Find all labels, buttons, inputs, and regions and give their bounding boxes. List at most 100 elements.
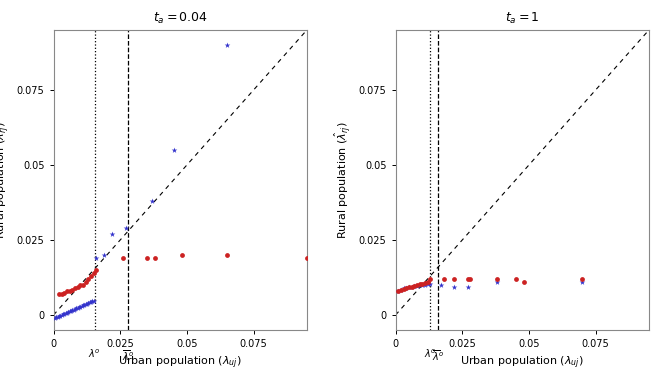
Point (72, 305, 83, 311)
Point (417, 281, 427, 287)
Point (107, 231, 118, 237)
Point (55, 313, 66, 319)
X-axis label: Urban population ($\lambda_{uj}$): Urban population ($\lambda_{uj}$) (460, 355, 584, 371)
Point (401, 285, 411, 291)
Point (419, 280, 430, 286)
Text: $\overline{\lambda}^o$: $\overline{\lambda}^o$ (432, 348, 444, 363)
Point (395, 287, 406, 293)
Point (422, 279, 433, 285)
Point (149, 255, 160, 261)
Point (72, 284, 83, 290)
Title: $t_a = 0.04$: $t_a = 0.04$ (153, 10, 208, 26)
Point (79, 302, 90, 308)
Point (577, 276, 587, 282)
Point (83, 276, 94, 282)
Point (50, 315, 60, 321)
Point (91, 255, 102, 261)
Point (51, 314, 62, 320)
Point (59, 311, 70, 317)
Point (70, 285, 80, 291)
Y-axis label: Rural population ($\hat{\lambda}_{rj}$): Rural population ($\hat{\lambda}_{rj}$) (332, 121, 353, 239)
Point (78, 302, 88, 308)
Y-axis label: Rural population ($\hat{\lambda}_{rj}$): Rural population ($\hat{\lambda}_{rj}$) (0, 121, 11, 239)
Text: $\lambda^o$: $\lambda^o$ (424, 348, 437, 360)
Point (67, 286, 78, 292)
Point (492, 279, 502, 285)
Point (58, 311, 68, 317)
Point (577, 279, 587, 285)
Point (64, 288, 75, 294)
Point (76, 303, 87, 309)
Point (147, 198, 158, 204)
Point (142, 255, 153, 261)
Point (409, 283, 419, 289)
Point (417, 282, 427, 288)
Point (518, 279, 529, 285)
Point (409, 283, 419, 289)
Text: $\lambda^o$: $\lambda^o$ (88, 348, 101, 360)
Point (62, 310, 72, 316)
Point (70, 306, 80, 312)
Point (75, 304, 86, 310)
Point (74, 304, 84, 310)
Point (66, 308, 76, 314)
Point (84, 299, 95, 305)
Point (52, 314, 63, 320)
Point (176, 252, 187, 258)
Point (395, 286, 406, 292)
Point (71, 305, 82, 311)
Point (393, 288, 403, 294)
Point (492, 276, 502, 282)
Title: $t_a = 1$: $t_a = 1$ (505, 10, 540, 26)
Point (56, 291, 67, 297)
Point (411, 283, 422, 289)
Point (80, 279, 91, 285)
Point (406, 284, 417, 290)
Point (99, 252, 110, 258)
Point (398, 286, 409, 292)
Point (449, 284, 460, 290)
Point (436, 282, 446, 288)
Point (425, 281, 436, 287)
Point (63, 309, 74, 315)
Point (221, 42, 232, 48)
Point (78, 282, 88, 288)
Point (59, 290, 70, 296)
Point (465, 276, 476, 282)
Point (398, 285, 409, 291)
Point (60, 310, 71, 316)
Point (88, 298, 99, 304)
Point (120, 225, 131, 231)
Point (438, 276, 449, 282)
Point (87, 298, 98, 304)
Point (91, 267, 102, 273)
Point (403, 284, 414, 290)
Point (82, 301, 92, 307)
Point (118, 255, 128, 261)
Point (510, 276, 521, 282)
Point (88, 270, 99, 276)
Point (80, 301, 91, 307)
Point (422, 281, 433, 287)
Point (75, 282, 86, 288)
Point (302, 255, 312, 261)
Point (414, 281, 425, 287)
Point (168, 147, 179, 153)
X-axis label: Urban population ($\lambda_{uj}$): Urban population ($\lambda_{uj}$) (118, 355, 242, 371)
Point (425, 276, 436, 282)
Point (406, 284, 417, 290)
Point (62, 288, 72, 294)
Point (64, 308, 75, 314)
Point (54, 313, 64, 319)
Point (462, 276, 473, 282)
Point (67, 307, 78, 313)
Point (414, 282, 425, 288)
Point (86, 299, 96, 305)
Point (86, 273, 96, 279)
Point (393, 288, 403, 294)
Point (221, 252, 232, 258)
Text: $\overline{\lambda}^o$: $\overline{\lambda}^o$ (122, 348, 134, 363)
Point (56, 312, 67, 318)
Point (419, 282, 430, 288)
Point (83, 300, 94, 306)
